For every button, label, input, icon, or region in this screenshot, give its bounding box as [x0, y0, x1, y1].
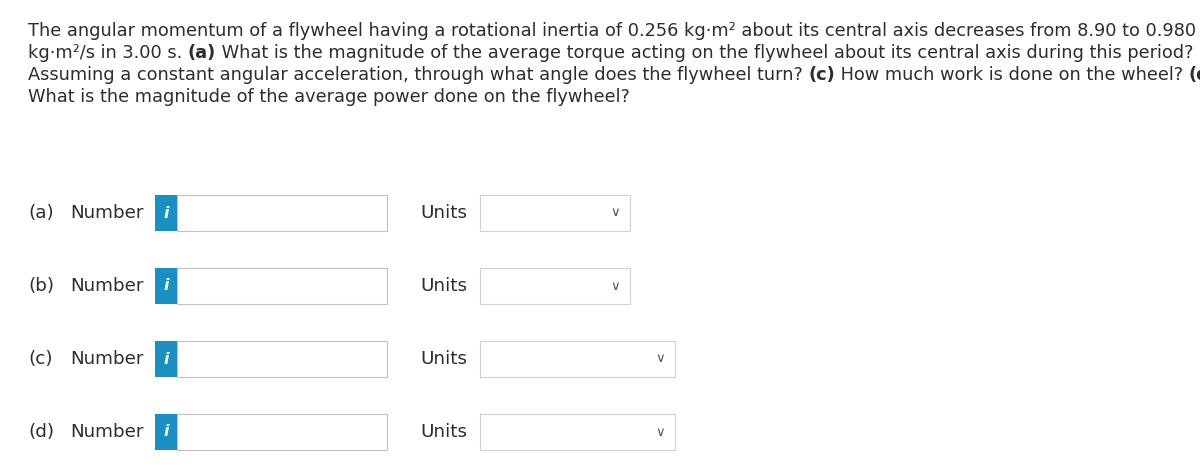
Text: (c): (c) [28, 350, 53, 368]
Text: ∨: ∨ [655, 352, 665, 365]
Text: i: i [163, 278, 169, 294]
Bar [178, 268, 386, 304]
Text: (b): (b) [28, 277, 54, 295]
Bar [155, 268, 178, 304]
Text: i: i [163, 206, 169, 220]
Text: ∨: ∨ [611, 279, 620, 293]
Text: (a): (a) [188, 44, 216, 62]
Text: (d): (d) [1189, 66, 1200, 84]
Text: i: i [163, 425, 169, 439]
Bar [480, 414, 674, 450]
Text: What is the magnitude of the average power done on the flywheel?: What is the magnitude of the average pow… [28, 88, 630, 106]
Text: Units: Units [420, 277, 467, 295]
Bar [480, 341, 674, 377]
Text: (c): (c) [809, 66, 835, 84]
Bar [155, 195, 178, 231]
Text: The angular momentum of a flywheel having a rotational inertia of 0.256 kg·m² ab: The angular momentum of a flywheel havin… [28, 22, 1196, 40]
Text: Number: Number [70, 204, 144, 222]
Text: How much work is done on the wheel?: How much work is done on the wheel? [835, 66, 1189, 84]
Text: ∨: ∨ [655, 426, 665, 438]
Text: Units: Units [420, 423, 467, 441]
Text: Number: Number [70, 277, 144, 295]
Bar [178, 414, 386, 450]
Text: Units: Units [420, 350, 467, 368]
Bar [155, 341, 178, 377]
Bar [480, 268, 630, 304]
Text: Number: Number [70, 423, 144, 441]
Bar [178, 341, 386, 377]
Text: Assuming a constant angular acceleration, through what angle does the flywheel t: Assuming a constant angular acceleration… [28, 66, 809, 84]
Text: Units: Units [420, 204, 467, 222]
Bar [480, 195, 630, 231]
Bar [155, 414, 178, 450]
Text: (a): (a) [28, 204, 54, 222]
Text: kg·m²/s in 3.00 s.: kg·m²/s in 3.00 s. [28, 44, 188, 62]
Text: Number: Number [70, 350, 144, 368]
Text: (d): (d) [28, 423, 54, 441]
Bar [178, 195, 386, 231]
Text: What is the magnitude of the average torque acting on the flywheel about its cen: What is the magnitude of the average tor… [216, 44, 1199, 62]
Text: i: i [163, 352, 169, 367]
Text: ∨: ∨ [611, 207, 620, 219]
